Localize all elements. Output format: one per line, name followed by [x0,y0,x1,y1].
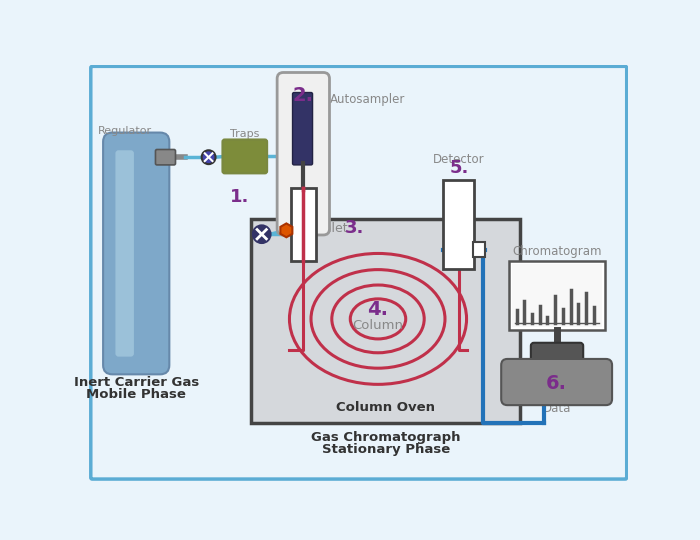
FancyBboxPatch shape [251,219,520,423]
FancyBboxPatch shape [531,343,583,361]
Text: Gas Chromatograph: Gas Chromatograph [311,430,461,443]
Text: Column: Column [353,319,403,332]
Text: 6.: 6. [546,374,567,393]
Text: 5.: 5. [449,159,468,177]
FancyBboxPatch shape [501,359,612,405]
FancyBboxPatch shape [512,264,602,327]
FancyBboxPatch shape [116,150,134,356]
Text: Inert Carrier Gas: Inert Carrier Gas [74,376,199,389]
FancyBboxPatch shape [223,139,267,173]
Text: Autosampler: Autosampler [330,92,405,105]
Text: 2.: 2. [293,86,314,105]
Circle shape [253,226,270,242]
Text: Inlet: Inlet [320,221,352,234]
Text: Column Oven: Column Oven [336,401,435,414]
Text: 4.: 4. [368,300,388,319]
Text: Regulator: Regulator [97,126,152,136]
Text: Data: Data [542,402,570,415]
Text: Stationary Phase: Stationary Phase [321,443,450,456]
Circle shape [202,150,216,164]
FancyBboxPatch shape [103,132,169,374]
Text: Traps: Traps [230,130,260,139]
FancyBboxPatch shape [293,92,312,165]
FancyBboxPatch shape [473,242,485,257]
FancyBboxPatch shape [277,72,330,235]
FancyBboxPatch shape [444,180,474,269]
Text: Detector: Detector [433,153,484,166]
FancyBboxPatch shape [291,188,316,261]
Text: 1.: 1. [230,188,249,206]
FancyBboxPatch shape [91,66,626,479]
Text: Mobile Phase: Mobile Phase [86,388,186,401]
FancyBboxPatch shape [509,261,605,330]
Text: Chromatogram: Chromatogram [512,245,602,258]
FancyBboxPatch shape [155,150,176,165]
Text: 3.: 3. [345,219,364,237]
